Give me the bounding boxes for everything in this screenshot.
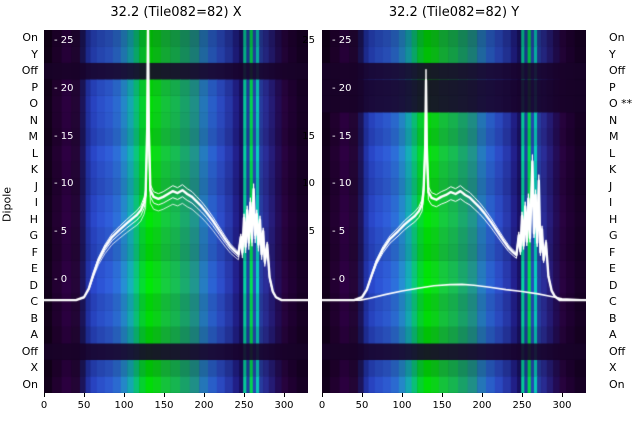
panel-title-y: 32.2 (Tile082=82) Y [388,5,520,20]
dipole-row-label-left: X [30,361,38,375]
dipole-row-label-left: E [31,262,38,276]
inner-power-tick-label: - 20 [332,82,352,94]
panel-title-x: 32.2 (Tile082=82) X [110,5,242,20]
x-tick-label: 100 [114,400,134,411]
dipole-row-label-right: N [609,113,618,127]
dipole-row-label-left: L [31,146,38,160]
x-tick-mark [164,393,165,397]
dipole-row-label-left: C [30,295,38,309]
dipole-row-label-left: H [29,212,38,226]
dipole-row-label-left: D [29,278,38,292]
dipole-row-label-right: A [609,328,617,342]
inner-power-tick-label: - 25 [54,35,74,46]
dipole-row-label-left: P [31,80,38,94]
dipole-row-label-right: J [609,179,613,193]
x-tick-label: 200 [194,400,214,411]
dipole-row-label-right: On [609,377,625,391]
x-tick-label: 50 [355,400,369,411]
mid-power-tick-label: 25 [302,35,315,46]
dipole-row-label-left: J [34,179,38,193]
x-tick-label: 100 [392,400,412,411]
dipole-row-label-left: Off [21,64,38,78]
dipole-row-label-left: F [31,245,38,259]
dipole-row-label-left: Off [21,344,38,358]
mid-power-tick-label: 10 [302,178,315,190]
inner-power-tick-label: - 10 [54,178,74,190]
dipole-row-label-left: M [28,130,39,144]
inner-power-tick-label: - 5 [54,226,68,238]
x-tick-label: 300 [552,400,572,411]
heatmap-panel-x [44,30,308,393]
inner-power-tick-label: - 15 [332,130,352,142]
dipole-row-label-right: H [609,212,618,226]
x-tick-mark [284,393,285,397]
x-tick-label: 200 [472,400,492,411]
x-tick-mark [482,393,483,397]
dipole-row-label-right: B [609,311,617,325]
dipole-row-label-right: G [609,229,618,243]
mid-power-tick-label: 15 [302,130,315,142]
dipole-row-label-right: F [609,245,616,259]
inner-power-tick-label: - 5 [332,226,346,238]
dipole-row-label-right: P [609,80,616,94]
x-tick-label: 0 [318,400,326,411]
dipole-row-label-right: I [609,196,613,210]
dipole-row-label-left: K [30,163,38,177]
dipole-row-label-left: I [34,196,38,210]
x-tick-mark [84,393,85,397]
inner-power-tick-label: - 20 [54,82,74,94]
heatmap-panel-y [322,30,586,393]
inner-power-tick-label: - 0 [54,274,68,285]
dipole-row-label-right: Off [609,64,626,78]
mid-power-tick-label: 5 [308,226,315,238]
x-tick-label: 250 [512,400,532,411]
dipole-row-label-right: K [609,163,617,177]
dipole-row-label-left: On [22,377,38,391]
dipole-row-label-right: Y [609,47,616,61]
x-tick-label: 50 [77,400,91,411]
dipole-row-label-right: C [609,295,617,309]
inner-power-tick-label: - 25 [332,35,352,46]
x-tick-mark [44,393,45,397]
dipole-row-label-left: G [29,229,38,243]
dipole-row-label-left: N [29,113,38,127]
x-tick-label: 300 [274,400,294,411]
dipole-row-label-right: M [609,130,619,144]
dipole-row-label-left: A [30,328,38,342]
inner-power-tick-label: - 15 [54,130,74,142]
dipole-row-label-right: Off [609,344,626,358]
x-tick-mark [362,393,363,397]
dipole-row-label-right: E [609,262,616,276]
x-tick-mark [562,393,563,397]
x-tick-mark [244,393,245,397]
x-tick-label: 150 [432,400,452,411]
dipole-row-label-left: B [30,311,38,325]
x-tick-mark [124,393,125,397]
x-tick-label: 150 [154,400,174,411]
dipole-row-label-right: L [609,146,616,160]
x-tick-mark [322,393,323,397]
dipole-row-label-left: On [22,31,38,45]
x-tick-label: 0 [40,400,48,411]
x-tick-mark [204,393,205,397]
x-tick-mark [442,393,443,397]
dipole-row-label-right: O ** [609,97,633,111]
dipole-row-label-left: O [29,97,38,111]
x-tick-label: 250 [234,400,254,411]
dipole-row-label-right: On [609,31,625,45]
x-tick-mark [522,393,523,397]
inner-power-tick-label: - 0 [332,274,346,285]
x-tick-mark [402,393,403,397]
inner-power-tick-label: - 10 [332,178,352,190]
dipole-row-label-right: X [609,361,617,375]
dipole-row-label-right: D [609,278,618,292]
dipole-row-label-left: Y [31,47,38,61]
